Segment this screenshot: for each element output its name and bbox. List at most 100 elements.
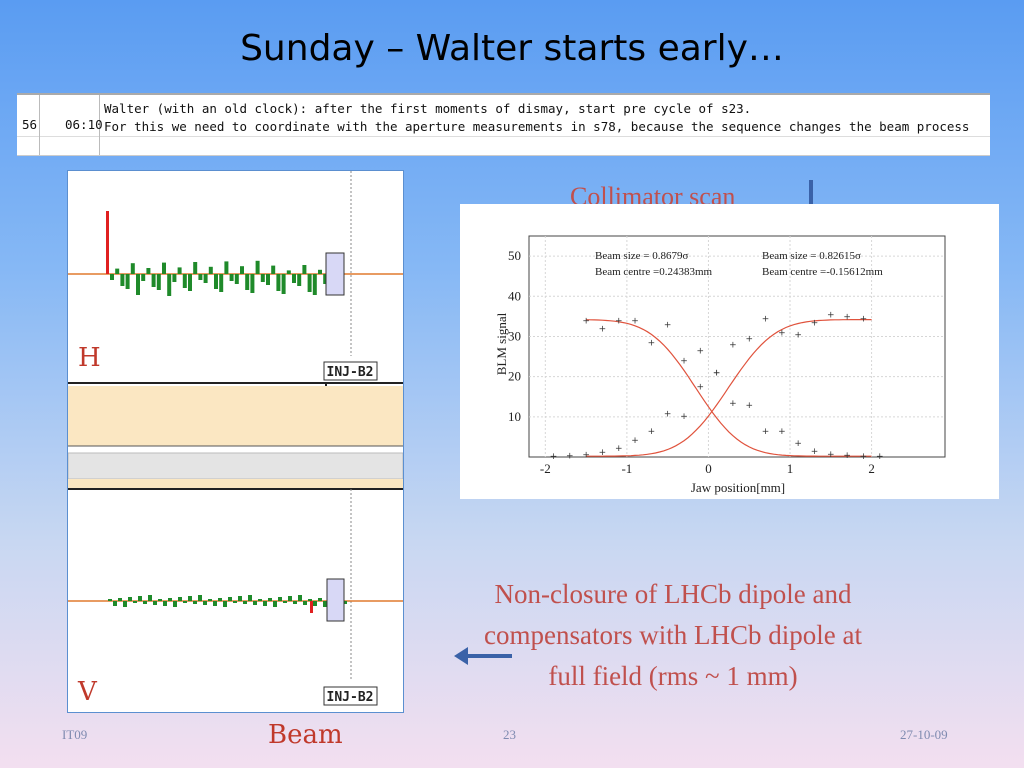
h-loss-bar	[219, 274, 224, 292]
v-loss-bar	[223, 601, 227, 607]
plot-frame	[528, 235, 946, 458]
v-selection-box	[326, 578, 345, 622]
v-loss-bar	[268, 598, 272, 601]
caption-line-2: compensators with LHCb dipole at	[484, 620, 862, 650]
data-point: +	[843, 312, 851, 322]
v-loss-bar	[253, 601, 257, 605]
data-point: +	[615, 316, 623, 326]
chart-svg: -2 -1 0 1 2 10 20 30 40 50 + + + + + + + + + + + + + + + + + + + + + +…	[494, 235, 946, 495]
h-loss-bar	[245, 274, 250, 290]
annotation-beam-centre-1: Beam centre =0.24383mm	[595, 266, 713, 278]
h-loss-bars	[110, 260, 338, 296]
data-point: +	[664, 410, 672, 420]
caption-text: Non-closure of LHCb dipole and compensat…	[418, 574, 928, 697]
fit-curve	[586, 319, 872, 457]
data-point: +	[729, 399, 737, 409]
v-loss-bar	[323, 601, 327, 607]
v-loss-bar	[213, 601, 217, 606]
v-plane-label: V	[78, 677, 97, 707]
h-loss-bar	[177, 267, 182, 274]
arrow-left-icon	[454, 647, 512, 665]
h-loss-bar	[276, 274, 281, 291]
v-loss-bar	[258, 599, 262, 601]
annotation-beam-size-2: Beam size = 0.82615σ	[762, 250, 861, 262]
x-axis-label: Jaw position[mm]	[691, 480, 785, 495]
data-point: +	[697, 347, 705, 357]
log-time-cell: 06:10	[39, 95, 103, 155]
v-loss-bar	[343, 601, 347, 604]
data-point: +	[811, 318, 819, 328]
data-points: + + + + ++++ +++++++ +++ + ++++ +++++++ ++ +++ + + + +	[550, 310, 884, 462]
h-loss-bar	[255, 260, 260, 274]
h-loss-bar	[292, 274, 296, 283]
y-tick-label: 40	[508, 288, 521, 303]
v-loss-bar	[233, 601, 237, 603]
h-loss-bar	[193, 262, 198, 274]
data-point: +	[680, 412, 688, 422]
data-point: +	[648, 427, 656, 437]
data-point: +	[631, 436, 639, 446]
annotation-beam-centre-2: Beam centre =-0.15612mm	[762, 266, 883, 278]
data-point: +	[697, 383, 705, 393]
log-line-1: Walter (with an old clock): after the fi…	[104, 101, 752, 116]
x-tick-label: 2	[868, 461, 875, 476]
v-loss-bar	[248, 595, 252, 601]
fit-curves	[586, 319, 872, 457]
collimator-scan-chart: -2 -1 0 1 2 10 20 30 40 50 + + + + + + + + + + + + + + + + + + + + + +…	[460, 204, 999, 499]
h-loss-bar	[250, 274, 255, 293]
h-loss-bar	[224, 261, 229, 274]
v-loss-bar	[228, 597, 232, 601]
h-loss-bar	[208, 266, 213, 274]
inj-b2-label-top: INJ-B2	[327, 365, 374, 380]
data-point: +	[599, 324, 607, 334]
v-loss-bar	[243, 601, 247, 604]
v-loss-bar	[303, 601, 307, 605]
h-loss-bar	[151, 274, 156, 287]
inj-b2-tag-bottom	[323, 686, 378, 706]
data-point: +	[794, 439, 802, 449]
data-point: +	[762, 314, 770, 324]
data-point: +	[550, 452, 558, 462]
h-loss-bar	[110, 274, 114, 280]
data-point: +	[713, 369, 721, 379]
h-loss-bar	[240, 266, 244, 274]
v-loss-bar	[203, 601, 207, 605]
h-plane-label: H	[78, 343, 101, 373]
v-loss-bar	[178, 597, 182, 601]
h-loss-bar	[120, 274, 125, 286]
annotation-beam-size-1: Beam size = 0.8679σ	[595, 250, 688, 262]
h-loss-bar	[198, 274, 203, 280]
data-point: +	[745, 334, 753, 344]
v-loss-bar	[148, 595, 152, 601]
v-loss-bar	[263, 601, 267, 606]
data-point: +	[599, 448, 607, 458]
v-loss-bar	[208, 599, 212, 601]
h-loss-bar	[312, 274, 317, 295]
slide-title: Sunday – Walter starts early…	[240, 28, 784, 69]
caption-line-3: full field (rms ~ 1 mm)	[548, 661, 798, 691]
beam-direction-label: Beam	[268, 720, 343, 750]
elogbook-entry: 56 06:10 Walter (with an old clock): aft…	[17, 93, 990, 156]
h-loss-bar	[286, 270, 291, 274]
h-loss-bar	[307, 274, 312, 292]
h-loss-bar	[125, 274, 130, 289]
h-loss-bar	[297, 274, 302, 286]
blm-display-graphic: INJ-B2 500 INJ-B2	[68, 171, 403, 706]
data-point: +	[729, 340, 737, 350]
data-point: +	[582, 316, 590, 326]
grid-lines	[529, 236, 945, 457]
log-number-cell: 56	[17, 95, 40, 155]
h-loss-bar	[281, 274, 286, 294]
data-point: +	[713, 369, 721, 379]
ring-band	[68, 386, 403, 446]
data-point: +	[876, 452, 884, 462]
v-loss-bar	[183, 601, 187, 603]
data-point: +	[615, 444, 623, 454]
log-entry-number: 56	[22, 117, 38, 132]
data-point: +	[762, 427, 770, 437]
footer-left: IT09	[62, 727, 88, 742]
y-tick-label: 50	[508, 248, 521, 263]
log-entry-time: 06:10	[65, 117, 103, 132]
x-tick-label: 1	[787, 461, 794, 476]
y-tick-label: 10	[508, 409, 521, 424]
